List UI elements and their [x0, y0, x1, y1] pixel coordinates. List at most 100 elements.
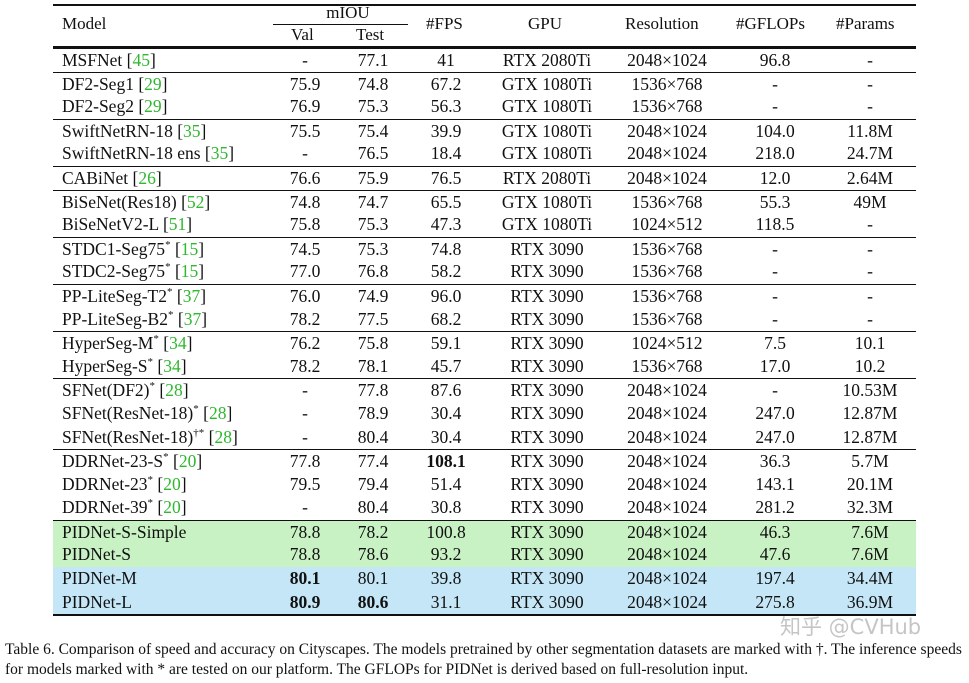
model-name: PIDNet-L [62, 591, 132, 612]
gpu-cell: RTX 2080Ti [502, 167, 592, 188]
gflops-cell: - [772, 261, 778, 282]
val-cell: - [302, 50, 308, 70]
test-cell: 77.8 [357, 380, 389, 401]
params-cell: - [867, 238, 873, 259]
gpu-cell: RTX 3090 [510, 497, 584, 518]
model-cell: STDC2-Seg75* [15] [62, 261, 205, 282]
gpu-cell: RTX 3090 [510, 261, 584, 282]
gflops-cell: 104.0 [755, 120, 795, 141]
table-row: DDRNet-39* [20] - 80.4 30.8 RTX 3090 2048×102… [53, 496, 916, 520]
citation-link[interactable]: 35 [183, 120, 201, 141]
gpu-cell: RTX 3090 [510, 238, 584, 259]
model-name: DF2-Seg2 [62, 96, 134, 117]
gpu-cell: GTX 1080Ti [501, 214, 593, 235]
table-row: MSFNet [45] - 77.1 41 RTX 2080Ti 2048×1024 96.… [53, 48, 916, 72]
val-cell: - [302, 497, 308, 518]
model-name: CABiNet [62, 167, 129, 188]
model-cell: DDRNet-23* [20] [62, 473, 187, 494]
params-cell: 49M [853, 191, 887, 212]
citation-link[interactable]: 15 [180, 261, 199, 282]
val-cell: 74.8 [289, 191, 321, 212]
citation-link[interactable]: 51 [168, 214, 187, 235]
model-cell: PIDNet-S-Simple [62, 521, 186, 545]
model-marker: * [165, 238, 171, 251]
params-cell: 7.6M [851, 521, 889, 542]
citation-link[interactable]: 35 [210, 143, 229, 164]
gflops-cell: - [772, 380, 778, 401]
model-cell: DF2-Seg2 [29] [62, 96, 168, 117]
model-cell: SwiftNetRN-18 ens [35] [62, 143, 235, 164]
test-cell: 77.5 [357, 308, 389, 329]
citation-link[interactable]: 37 [182, 285, 201, 306]
fps-cell: 59.1 [430, 333, 462, 354]
params-cell: - [867, 73, 873, 94]
fps-cell: 93.2 [430, 544, 462, 565]
params-cell: 2.64M [846, 167, 894, 188]
citation-link[interactable]: 37 [183, 308, 202, 329]
header-resolution: Resolution [625, 14, 699, 33]
citation-link[interactable]: 29 [144, 73, 162, 94]
citation-link[interactable]: 20 [178, 451, 197, 472]
fps-cell: 39.8 [430, 568, 462, 589]
table-row: SFNet(ResNet-18)†* [28] - 80.4 30.4 RTX 3090… [53, 426, 916, 450]
test-cell: 75.8 [357, 333, 389, 354]
test-cell: 76.5 [357, 143, 389, 164]
model-marker: * [167, 286, 173, 299]
res-cell: 2048×1024 [627, 451, 707, 472]
citation-link[interactable]: 28 [165, 380, 183, 401]
gflops-cell: - [772, 285, 778, 306]
params-cell: 5.7M [851, 451, 889, 472]
params-cell: 10.2 [854, 355, 886, 376]
table-row: STDC2-Seg75* [15] 77.0 76.8 58.2 RTX 3090 153… [53, 260, 916, 284]
fps-cell: 47.3 [430, 214, 462, 235]
citation-link[interactable]: 28 [208, 402, 227, 423]
params-cell: 11.8M [847, 120, 893, 141]
model-cell: PP-LiteSeg-B2* [37] [62, 308, 208, 329]
model-name: BiSeNet(Res18) [62, 191, 177, 212]
table-row: SFNet(DF2)* [28] - 77.8 87.6 RTX 3090 2048×10… [53, 378, 916, 402]
test-cell: 80.6 [357, 591, 389, 612]
gflops-cell: 275.8 [755, 591, 795, 612]
val-cell: 78.2 [289, 308, 321, 329]
test-cell: 80.1 [357, 568, 389, 589]
fps-cell: 58.2 [430, 261, 462, 282]
model-marker: * [167, 308, 174, 321]
citation-link[interactable]: 45 [132, 50, 151, 70]
header-fps: #FPS [426, 14, 463, 33]
citation-link[interactable]: 26 [138, 167, 156, 188]
citation-link[interactable]: 34 [169, 333, 187, 354]
test-cell: 74.9 [357, 285, 389, 306]
res-cell: 2048×1024 [627, 521, 707, 542]
model-cell: DDRNet-39* [20] [62, 497, 187, 518]
params-cell: - [867, 261, 873, 282]
fps-cell: 67.2 [430, 73, 462, 94]
gflops-cell: 7.5 [764, 333, 786, 354]
citation-link[interactable]: 34 [163, 355, 181, 376]
model-cell: SwiftNetRN-18 [35] [62, 120, 207, 141]
res-cell: 1024×512 [631, 333, 703, 354]
test-cell: 78.9 [357, 402, 389, 423]
res-cell: 2048×1024 [627, 426, 707, 447]
val-cell: - [302, 402, 308, 423]
val-cell: 74.5 [289, 238, 321, 259]
table-row: HyperSeg-M* [34] 76.2 75.8 59.1 RTX 3090 1024… [53, 331, 916, 355]
table-row: DF2-Seg1 [29] 75.9 74.8 67.2 GTX 1080Ti 1536×… [53, 71, 916, 96]
citation-link[interactable]: 20 [163, 497, 181, 518]
citation-link[interactable]: 29 [144, 96, 162, 117]
table-row: PIDNet-L 80.9 80.6 31.1 RTX 3090 2048×1024 275… [53, 590, 916, 615]
model-name: HyperSeg-M [62, 333, 154, 354]
watermark: 知乎 @CVHub [780, 615, 922, 639]
model-name: PIDNet-M [62, 568, 137, 589]
params-cell: 10.53M [842, 380, 898, 401]
table-row: STDC1-Seg75* [15] 74.5 75.3 74.8 RTX 3090 153… [53, 236, 916, 261]
citation-link[interactable]: 20 [163, 473, 181, 494]
table-body: MSFNet [45] - 77.1 41 RTX 2080Ti 2048×1024 96.… [53, 48, 916, 615]
test-cell: 75.3 [357, 96, 389, 117]
citation-link[interactable]: 52 [186, 191, 205, 212]
header-test: Test [356, 25, 385, 44]
citation-link[interactable]: 15 [180, 238, 199, 259]
citation-link[interactable]: 28 [214, 426, 232, 447]
table-row: SwiftNetRN-18 ens [35] - 76.5 18.4 GTX 1080T… [53, 142, 916, 166]
params-cell: 20.1M [846, 473, 894, 494]
val-cell: - [302, 426, 308, 447]
